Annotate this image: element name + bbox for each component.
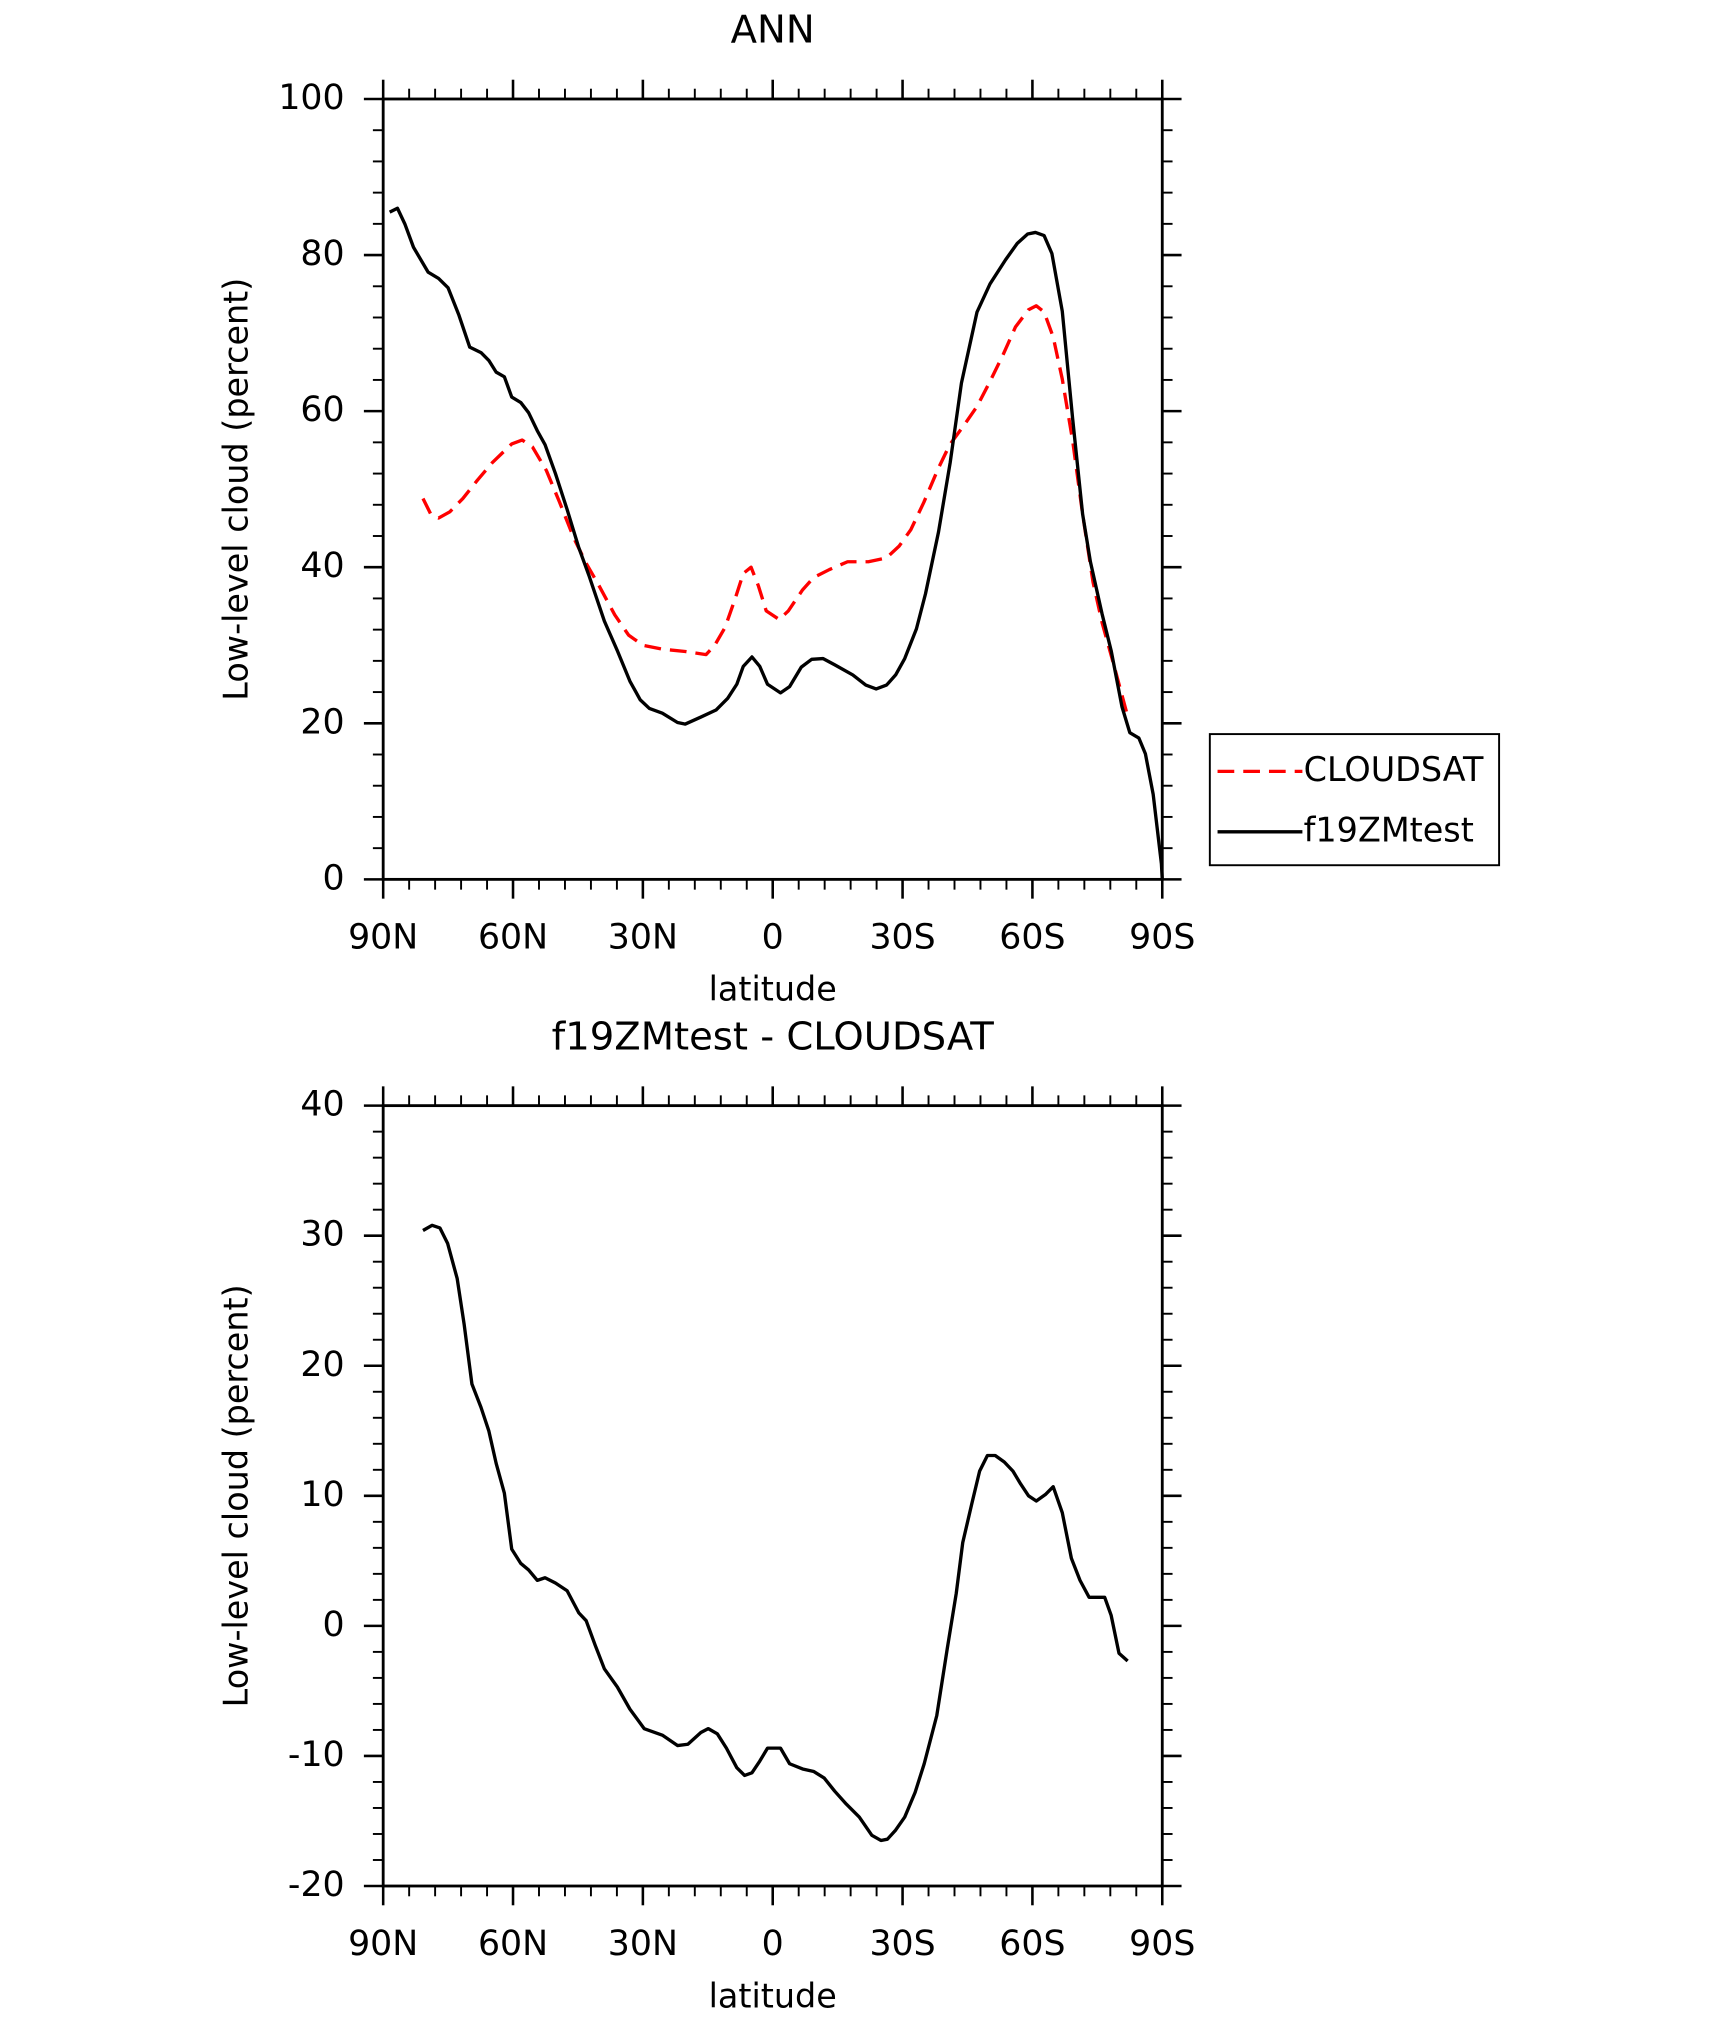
x-tick-label: 90N <box>348 918 418 958</box>
x-tick-label: 30S <box>869 1924 935 1964</box>
y-tick-label: 80 <box>300 234 344 274</box>
y-axis-label: Low-level cloud (percent) <box>216 1284 255 1707</box>
x-tick-label: 90S <box>1129 918 1195 958</box>
legend: CLOUDSAT f19ZMtest <box>1208 733 1501 867</box>
chart-title: ANN <box>731 8 815 53</box>
y-tick-label: -10 <box>288 1735 345 1775</box>
y-tick-label: 60 <box>300 390 344 430</box>
y-tick-label: 20 <box>300 1345 344 1385</box>
legend-label: f19ZMtest <box>1304 810 1474 849</box>
legend-label: CLOUDSAT <box>1304 750 1484 789</box>
x-tick-label: 30N <box>608 1924 678 1964</box>
x-axis-label: latitude <box>709 1976 837 2015</box>
x-tick-label: 30N <box>608 918 678 958</box>
y-axis-label: Low-level cloud (percent) <box>216 278 255 701</box>
y-tick-label: -20 <box>288 1865 345 1905</box>
x-tick-label: 60N <box>478 1924 548 1964</box>
x-tick-label: 0 <box>762 918 784 958</box>
y-tick-label: 40 <box>300 1085 344 1125</box>
x-tick-label: 60S <box>999 918 1065 958</box>
legend-box <box>1208 733 1501 867</box>
plot-frame <box>381 1104 1164 1888</box>
x-axis-label: latitude <box>709 970 837 1009</box>
x-tick-label: 30S <box>869 918 935 958</box>
y-tick-label: 30 <box>300 1215 344 1255</box>
chart-title: f19ZMtest - CLOUDSAT <box>552 1014 995 1059</box>
x-tick-label: 90N <box>348 1924 418 1964</box>
data-line <box>421 304 1130 717</box>
data-line <box>422 1223 1129 1843</box>
y-tick-label: 0 <box>323 858 345 898</box>
y-tick-label: 10 <box>300 1475 344 1515</box>
x-tick-label: 90S <box>1129 1924 1195 1964</box>
x-tick-label: 60S <box>999 1924 1065 1964</box>
y-tick-label: 40 <box>300 546 344 586</box>
y-tick-label: 0 <box>323 1605 345 1645</box>
data-line <box>388 206 1164 880</box>
plot-frame <box>381 97 1164 881</box>
x-tick-label: 0 <box>762 1924 784 1964</box>
x-tick-label: 60N <box>478 918 548 958</box>
y-tick-label: 20 <box>300 702 344 742</box>
y-tick-label: 100 <box>278 78 344 118</box>
